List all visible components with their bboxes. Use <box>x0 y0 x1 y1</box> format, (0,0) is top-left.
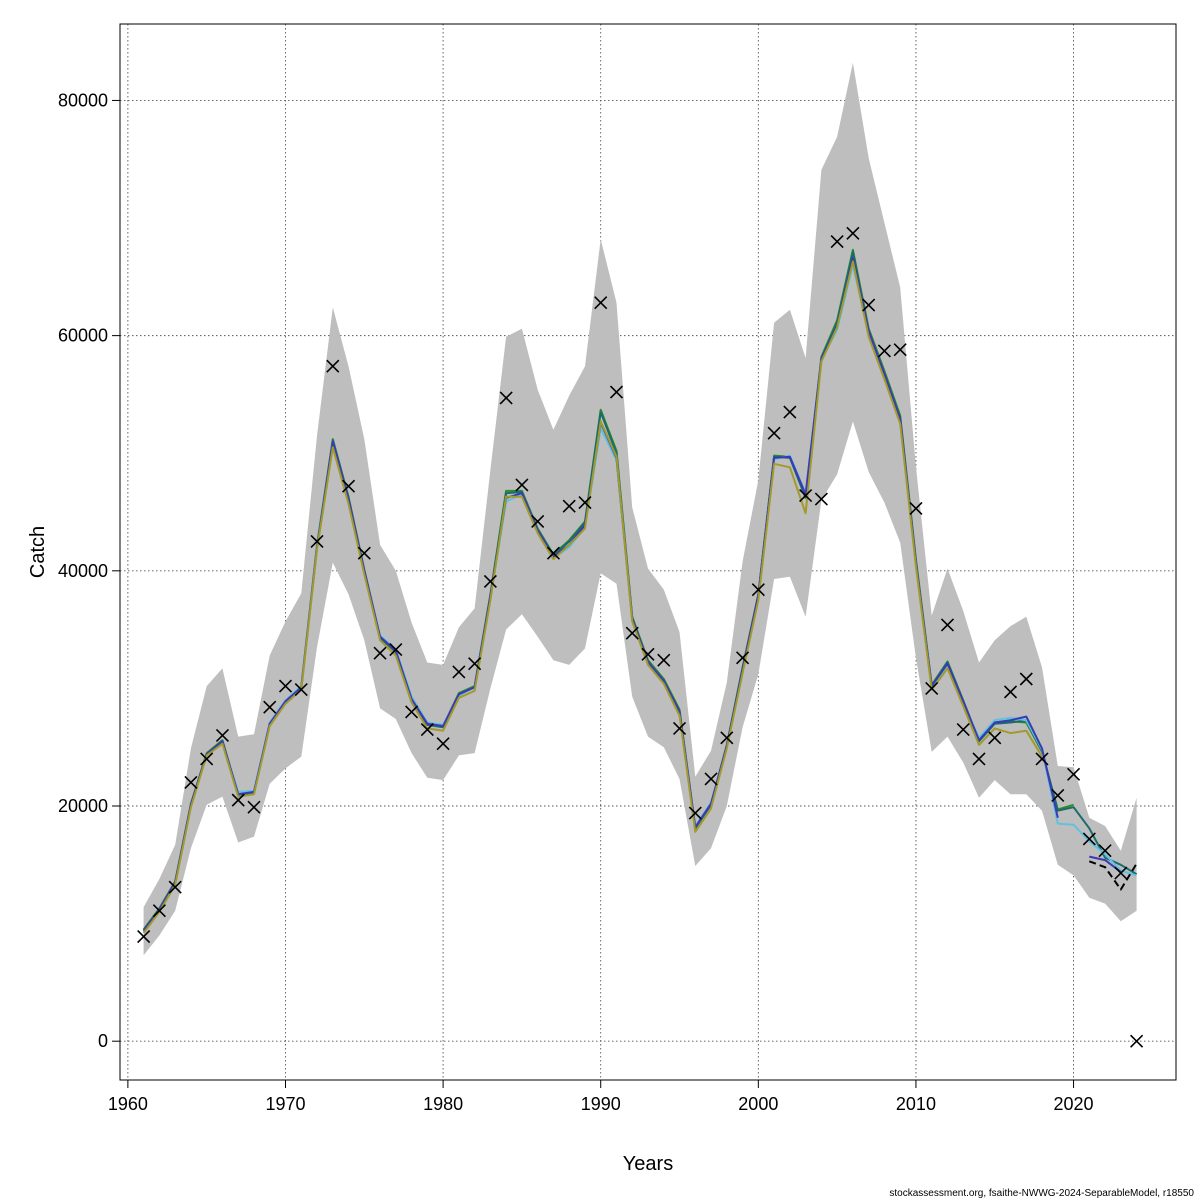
observed-point-1993 <box>641 647 655 661</box>
observed-point-1998 <box>720 731 734 745</box>
series-line-5 <box>142 260 1043 934</box>
observed-point-2019 <box>1051 788 1065 802</box>
observed-point-2018 <box>1035 752 1049 766</box>
y-tick-label-40000: 40000 <box>58 561 108 581</box>
observed-point-2008 <box>877 344 891 358</box>
observed-point-1983 <box>483 574 497 588</box>
y-tick-label-80000: 80000 <box>58 90 108 110</box>
observed-point-2007 <box>862 298 876 312</box>
series-line-6 <box>1088 860 1138 891</box>
observed-point-1994 <box>657 653 671 667</box>
observed-point-1970 <box>278 679 293 693</box>
observed-point-2002 <box>783 405 797 419</box>
confidence-band <box>143 62 1137 956</box>
observed-point-1963 <box>168 880 182 894</box>
x-axis: 1960 1970 1980 1990 2000 2010 2020 <box>108 1080 1094 1114</box>
observed-point-2024 <box>1130 1034 1144 1048</box>
observed-point-2014 <box>972 752 986 766</box>
observed-point-2015 <box>988 731 1002 745</box>
observed-point-1979 <box>420 723 434 737</box>
observed-point-2012 <box>940 618 955 632</box>
observed-catch-markers <box>137 226 1144 1048</box>
observed-point-1981 <box>452 665 466 679</box>
grid-lines <box>120 24 1176 1080</box>
y-tick-label-60000: 60000 <box>58 326 108 346</box>
observed-point-1975 <box>357 546 371 560</box>
observed-point-1973 <box>326 359 340 373</box>
observed-point-1989 <box>578 496 592 510</box>
plot-frame <box>119 23 1177 1081</box>
observed-point-1972 <box>310 534 324 548</box>
observed-point-1974 <box>341 479 356 493</box>
observed-point-2006 <box>846 226 860 240</box>
observed-point-2011 <box>925 681 939 695</box>
observed-point-1964 <box>184 775 198 790</box>
y-tick-label-20000: 20000 <box>58 796 108 816</box>
observed-point-1965 <box>200 752 214 766</box>
observed-point-1961 <box>137 929 151 944</box>
x-tick-label-1980: 1980 <box>423 1094 463 1114</box>
observed-point-1977 <box>389 643 403 657</box>
observed-point-1991 <box>609 385 624 399</box>
observed-point-1967 <box>231 793 245 807</box>
y-axis: 0 20000 40000 60000 80000 <box>58 90 120 1051</box>
observed-point-2020 <box>1066 767 1081 781</box>
observed-point-1995 <box>672 721 687 735</box>
observed-point-1985 <box>515 478 529 492</box>
observed-point-1976 <box>373 646 387 660</box>
observed-point-1980 <box>436 737 450 751</box>
observed-point-1996 <box>688 806 702 820</box>
y-tick-label-0: 0 <box>98 1031 108 1051</box>
observed-point-2022 <box>1098 844 1112 858</box>
footer-credit: stockassessment.org, fsaithe-NWWG-2024-S… <box>889 1188 1194 1199</box>
observed-point-1986 <box>531 514 545 528</box>
observed-point-1982 <box>468 657 482 671</box>
observed-point-2017 <box>1019 672 1033 686</box>
x-tick-label-1990: 1990 <box>581 1094 621 1114</box>
observed-point-1966 <box>215 728 230 743</box>
x-tick-label-2000: 2000 <box>738 1094 778 1114</box>
observed-point-1997 <box>704 772 718 786</box>
observed-point-2021 <box>1082 832 1096 846</box>
observed-point-2005 <box>830 234 844 249</box>
fitted-series-group <box>142 248 1138 934</box>
observed-point-1968 <box>247 800 261 814</box>
observed-point-2010 <box>909 501 923 516</box>
observed-point-2003 <box>799 488 813 503</box>
observed-point-1992 <box>625 626 639 640</box>
observed-point-1969 <box>263 700 277 714</box>
observed-point-1978 <box>405 705 419 719</box>
observed-point-1999 <box>736 651 750 665</box>
observed-point-1988 <box>562 499 576 513</box>
x-tick-label-2020: 2020 <box>1054 1094 1094 1114</box>
observed-point-2000 <box>751 583 765 597</box>
observed-point-2009 <box>893 343 907 357</box>
observed-point-1984 <box>499 391 513 405</box>
observed-point-1962 <box>152 904 166 918</box>
observed-point-2004 <box>814 492 828 506</box>
x-tick-label-2010: 2010 <box>896 1094 936 1114</box>
x-tick-label-1970: 1970 <box>265 1094 305 1114</box>
confidence-band-area <box>143 62 1137 956</box>
observed-point-2023 <box>1114 866 1128 880</box>
observed-point-1987 <box>546 546 560 560</box>
y-axis-title: Catch <box>27 526 49 578</box>
x-axis-title: Years <box>623 1153 673 1175</box>
x-tick-label-1960: 1960 <box>108 1094 148 1114</box>
observed-point-2013 <box>956 723 970 737</box>
observed-point-2016 <box>1003 685 1018 699</box>
observed-point-1990 <box>594 296 608 310</box>
observed-point-1971 <box>294 683 308 697</box>
observed-point-2001 <box>767 426 781 440</box>
